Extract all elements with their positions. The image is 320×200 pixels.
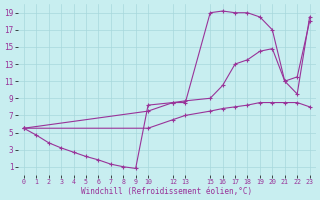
X-axis label: Windchill (Refroidissement éolien,°C): Windchill (Refroidissement éolien,°C) [81,187,252,196]
